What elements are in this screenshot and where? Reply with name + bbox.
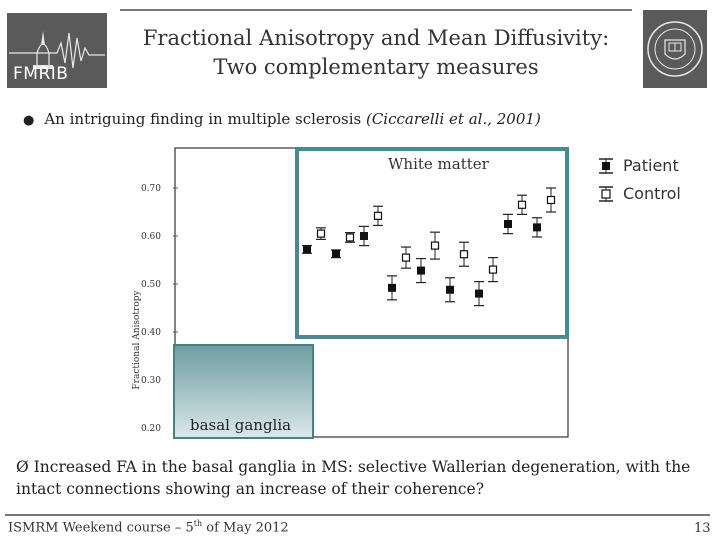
control-point — [345, 232, 355, 243]
bullet-text: An intriguing finding in multiple sclero… — [44, 110, 366, 128]
control-point — [517, 194, 527, 215]
bullet-point: ● An intriguing finding in multiple scler… — [23, 110, 541, 128]
page-number: 13 — [694, 521, 711, 536]
footer-rule — [5, 514, 710, 516]
control-point — [488, 257, 498, 283]
oxford-crest-icon — [647, 21, 703, 77]
patient-point — [503, 213, 513, 235]
patient-point — [416, 257, 426, 284]
basal-ganglia-label: basal ganglia — [190, 416, 292, 434]
chart-points — [302, 187, 556, 307]
footer-course: ISMRM Weekend course – 5th of May 2012 — [8, 519, 289, 535]
patient-point — [532, 217, 542, 238]
filled-square-marker-icon — [597, 156, 615, 176]
patient-point — [387, 275, 397, 301]
chart-regions — [173, 147, 569, 439]
y-tick-label: 0.40 — [141, 328, 161, 338]
title-line-1: Fractional Anisotropy and Mean Diffusivi… — [142, 26, 610, 50]
open-square-marker-icon — [597, 184, 615, 204]
y-tick-label: 0.70 — [141, 184, 161, 194]
fmrib-logo-text: FMRIB — [13, 64, 69, 84]
basal-ganglia-region — [173, 344, 314, 439]
slide-title: Fractional Anisotropy and Mean Diffusivi… — [120, 24, 632, 82]
footer-date: of May 2012 — [202, 520, 289, 536]
control-point — [546, 187, 556, 213]
footer-course-text: ISMRM Weekend course – 5 — [8, 520, 194, 536]
control-point — [459, 241, 469, 267]
control-point — [316, 227, 326, 240]
patient-point — [359, 225, 369, 247]
conclusion-body: Increased FA in the basal ganglia in MS:… — [16, 458, 691, 498]
y-tick-label: 0.20 — [141, 424, 161, 434]
bullet-dot-icon: ● — [23, 113, 35, 128]
fmrib-logo: FMRIB — [7, 13, 107, 88]
white-matter-region — [295, 147, 569, 339]
patient-point — [474, 281, 484, 307]
bullet-citation: (Ciccarelli et al., 2001) — [365, 110, 541, 128]
title-line-2: Two complementary measures — [213, 55, 539, 79]
patient-point — [445, 277, 455, 303]
fmrib-dome-logo-icon — [9, 31, 105, 69]
white-matter-label: White matter — [388, 155, 489, 173]
legend-item-control: Control — [597, 180, 681, 208]
legend-patient-label: Patient — [623, 156, 679, 175]
patient-point — [302, 245, 312, 254]
footer-sup: th — [193, 519, 203, 528]
y-tick-label: 0.30 — [141, 376, 161, 386]
control-point — [401, 246, 411, 269]
legend-control-label: Control — [623, 184, 681, 203]
conclusion-text: Ø Increased FA in the basal ganglia in M… — [16, 456, 712, 500]
y-tick-label: 0.60 — [141, 232, 161, 242]
patient-point — [331, 249, 341, 259]
y-axis-label: Fractional Anisotropy — [132, 290, 142, 390]
chart-ticks: 0.20 0.30 0.40 0.50 0.60 0.70 — [141, 184, 178, 434]
legend-item-patient: Patient — [597, 152, 681, 180]
arrow-bullet-icon: Ø — [16, 458, 29, 476]
chart-legend: Patient Control — [597, 152, 681, 208]
oxford-logo — [643, 10, 707, 88]
control-point — [430, 231, 440, 260]
header-rule — [120, 9, 632, 11]
y-tick-label: 0.50 — [141, 280, 161, 290]
control-point — [373, 205, 383, 227]
